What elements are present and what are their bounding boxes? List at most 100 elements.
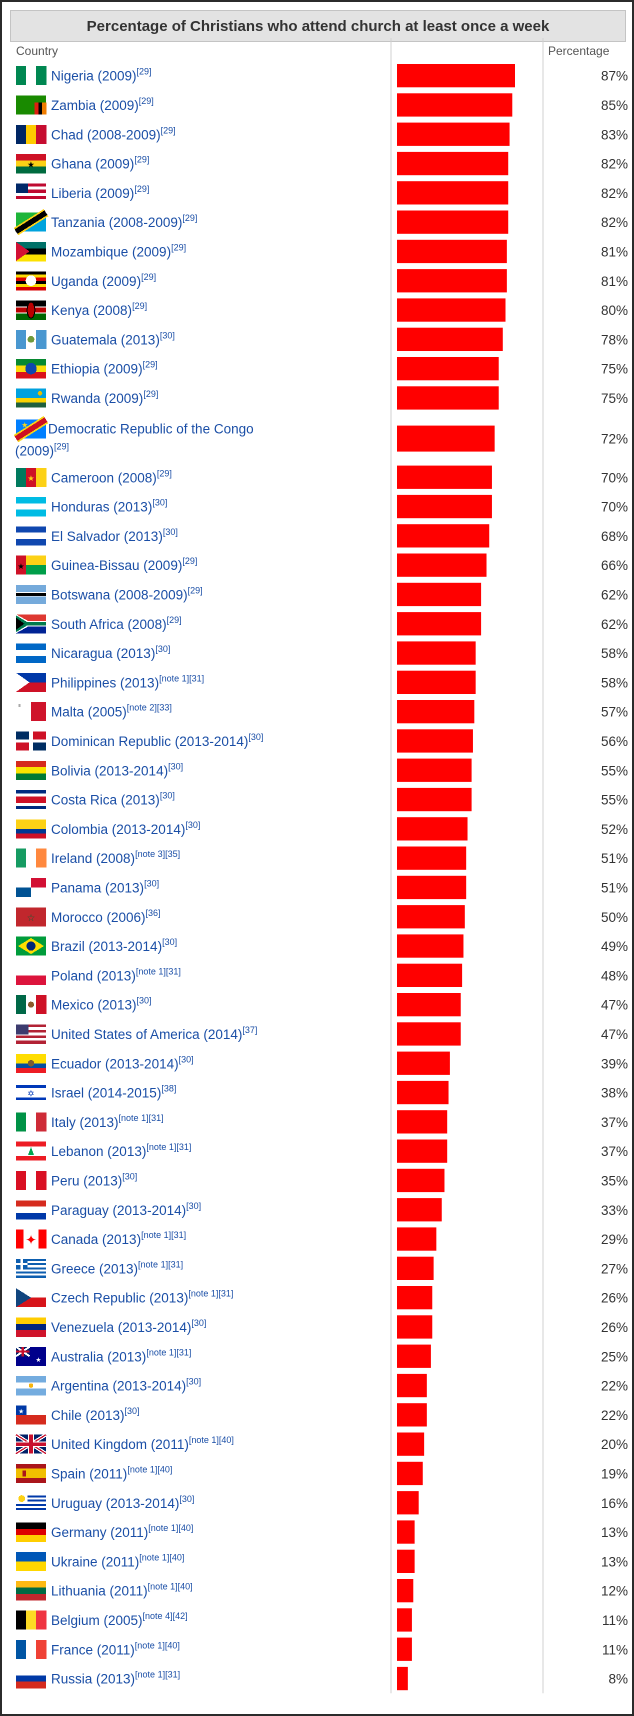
country-label[interactable]: Venezuela (2013-2014)[30] (51, 1318, 206, 1335)
reference-mark[interactable]: [30] (248, 732, 263, 742)
country-label[interactable]: Guatemala (2013)[30] (51, 330, 175, 347)
country-label[interactable]: Honduras (2013)[30] (51, 498, 167, 515)
country-label[interactable]: Panama (2013)[30] (51, 878, 159, 895)
country-label[interactable]: Ireland (2008)[note 3][35] (51, 849, 180, 866)
country-label[interactable]: Morocco (2006)[36] (51, 908, 161, 925)
country-label[interactable]: Colombia (2013-2014)[30] (51, 820, 200, 837)
reference-mark[interactable]: [30] (186, 1201, 201, 1211)
reference-mark[interactable]: [note 1][31] (188, 1289, 233, 1299)
reference-mark[interactable]: [29] (157, 468, 172, 478)
country-label[interactable]: Spain (2011)[note 1][40] (51, 1464, 172, 1481)
reference-mark[interactable]: [29] (137, 67, 152, 77)
reference-mark[interactable]: [29] (161, 125, 176, 135)
country-label[interactable]: Ecuador (2013-2014)[30] (51, 1054, 194, 1071)
reference-mark[interactable]: [note 1][40] (189, 1435, 234, 1445)
country-label[interactable]: South Africa (2008)[29] (51, 615, 182, 632)
reference-mark[interactable]: [29] (188, 585, 203, 595)
reference-mark[interactable]: [30] (137, 996, 152, 1006)
country-label[interactable]: Germany (2011)[note 1][40] (51, 1523, 193, 1540)
reference-mark[interactable]: [29] (171, 242, 186, 252)
reference-mark[interactable]: [37] (242, 1025, 257, 1035)
country-label[interactable]: Nicaragua (2013)[30] (51, 644, 170, 661)
reference-mark[interactable]: [29] (134, 184, 149, 194)
reference-mark[interactable]: [note 1][31] (159, 673, 204, 683)
reference-mark[interactable]: [30] (168, 761, 183, 771)
reference-mark[interactable]: [note 1][40] (135, 1640, 180, 1650)
country-label[interactable]: Bolivia (2013-2014)[30] (51, 761, 183, 778)
reference-mark[interactable]: [note 1][31] (135, 1670, 180, 1680)
country-label[interactable]: United States of America (2014)[37] (51, 1025, 257, 1042)
country-label[interactable]: Liberia (2009)[29] (51, 184, 149, 201)
reference-mark[interactable]: [note 1][40] (127, 1464, 172, 1474)
country-label[interactable]: Zambia (2009)[29] (51, 96, 154, 113)
country-label[interactable]: Czech Republic (2013)[note 1][31] (51, 1289, 233, 1306)
reference-mark[interactable]: [29] (139, 96, 154, 106)
country-label[interactable]: Dominican Republic (2013-2014)[30] (51, 732, 263, 749)
country-label[interactable]: Australia (2013)[note 1][31] (51, 1347, 191, 1364)
reference-mark[interactable]: [29] (143, 360, 158, 370)
reference-mark[interactable]: [30] (185, 820, 200, 830)
reference-mark[interactable]: [29] (132, 301, 147, 311)
reference-mark[interactable]: [30] (125, 1406, 140, 1416)
reference-mark[interactable]: [note 1][40] (139, 1552, 184, 1562)
reference-mark[interactable]: [30] (152, 498, 167, 508)
reference-mark[interactable]: [30] (160, 330, 175, 340)
reference-mark[interactable]: [36] (146, 908, 161, 918)
reference-mark[interactable]: [29] (182, 213, 197, 223)
reference-mark[interactable]: [note 1][31] (138, 1259, 183, 1269)
country-label[interactable]: Peru (2013)[30] (51, 1171, 137, 1188)
country-label[interactable]: Belgium (2005)[note 4][42] (51, 1611, 188, 1628)
reference-mark[interactable]: [29] (54, 442, 69, 452)
country-label[interactable]: Nigeria (2009)[29] (51, 67, 152, 84)
reference-mark[interactable]: [29] (143, 389, 158, 399)
country-label[interactable]: Ghana (2009)[29] (51, 155, 149, 172)
country-label[interactable]: Israel (2014-2015)[38] (51, 1084, 176, 1101)
country-label[interactable]: Mozambique (2009)[29] (51, 242, 186, 259)
country-label[interactable]: Botswana (2008-2009)[29] (51, 585, 203, 602)
country-label[interactable]: Rwanda (2009)[29] (51, 389, 158, 406)
country-label[interactable]: Russia (2013)[note 1][31] (51, 1670, 180, 1687)
reference-mark[interactable]: [note 1][31] (141, 1230, 186, 1240)
country-label[interactable]: Costa Rica (2013)[30] (51, 791, 175, 808)
country-label[interactable]: Tanzania (2008-2009)[29] (51, 213, 197, 230)
reference-mark[interactable]: [note 1][31] (146, 1142, 191, 1152)
reference-mark[interactable]: [note 4][42] (143, 1611, 188, 1621)
reference-mark[interactable]: [29] (141, 272, 156, 282)
reference-mark[interactable]: [note 1][31] (146, 1347, 191, 1357)
reference-mark[interactable]: [note 1][40] (148, 1582, 193, 1592)
reference-mark[interactable]: [30] (155, 644, 170, 654)
country-label[interactable]: Lebanon (2013)[note 1][31] (51, 1142, 191, 1159)
reference-mark[interactable]: [note 3][35] (135, 849, 180, 859)
country-label[interactable]: Argentina (2013-2014)[30] (51, 1377, 201, 1394)
country-label[interactable]: France (2011)[note 1][40] (51, 1640, 180, 1657)
reference-mark[interactable]: [30] (162, 937, 177, 947)
country-label[interactable]: Lithuania (2011)[note 1][40] (51, 1582, 193, 1599)
country-label[interactable]: Kenya (2008)[29] (51, 301, 147, 318)
reference-mark[interactable]: [30] (179, 1054, 194, 1064)
reference-mark[interactable]: [30] (191, 1318, 206, 1328)
country-label[interactable]: Democratic Republic of the Congo (48, 422, 254, 437)
reference-mark[interactable]: [30] (160, 791, 175, 801)
country-label[interactable]: Mexico (2013)[30] (51, 996, 152, 1013)
country-label[interactable]: Paraguay (2013-2014)[30] (51, 1201, 201, 1218)
country-label[interactable]: Brazil (2013-2014)[30] (51, 937, 177, 954)
reference-mark[interactable]: [29] (167, 615, 182, 625)
country-label-continued[interactable]: (2009)[29] (15, 442, 69, 459)
country-label[interactable]: Greece (2013)[note 1][31] (51, 1259, 183, 1276)
reference-mark[interactable]: [38] (161, 1084, 176, 1094)
reference-mark[interactable]: [note 2][33] (127, 703, 172, 713)
reference-mark[interactable]: [29] (182, 556, 197, 566)
country-label[interactable]: Poland (2013)[note 1][31] (51, 966, 181, 983)
reference-mark[interactable]: [29] (134, 155, 149, 165)
country-label[interactable]: Ukraine (2011)[note 1][40] (51, 1552, 184, 1569)
reference-mark[interactable]: [30] (122, 1171, 137, 1181)
country-label[interactable]: United Kingdom (2011)[note 1][40] (51, 1435, 234, 1452)
country-label[interactable]: Uruguay (2013-2014)[30] (51, 1494, 194, 1511)
country-label[interactable]: Chad (2008-2009)[29] (51, 125, 176, 142)
reference-mark[interactable]: [note 1][40] (148, 1523, 193, 1533)
reference-mark[interactable]: [30] (186, 1377, 201, 1387)
reference-mark[interactable]: [note 1][31] (119, 1113, 164, 1123)
reference-mark[interactable]: [30] (163, 527, 178, 537)
country-label[interactable]: Uganda (2009)[29] (51, 272, 156, 289)
country-label[interactable]: El Salvador (2013)[30] (51, 527, 178, 544)
